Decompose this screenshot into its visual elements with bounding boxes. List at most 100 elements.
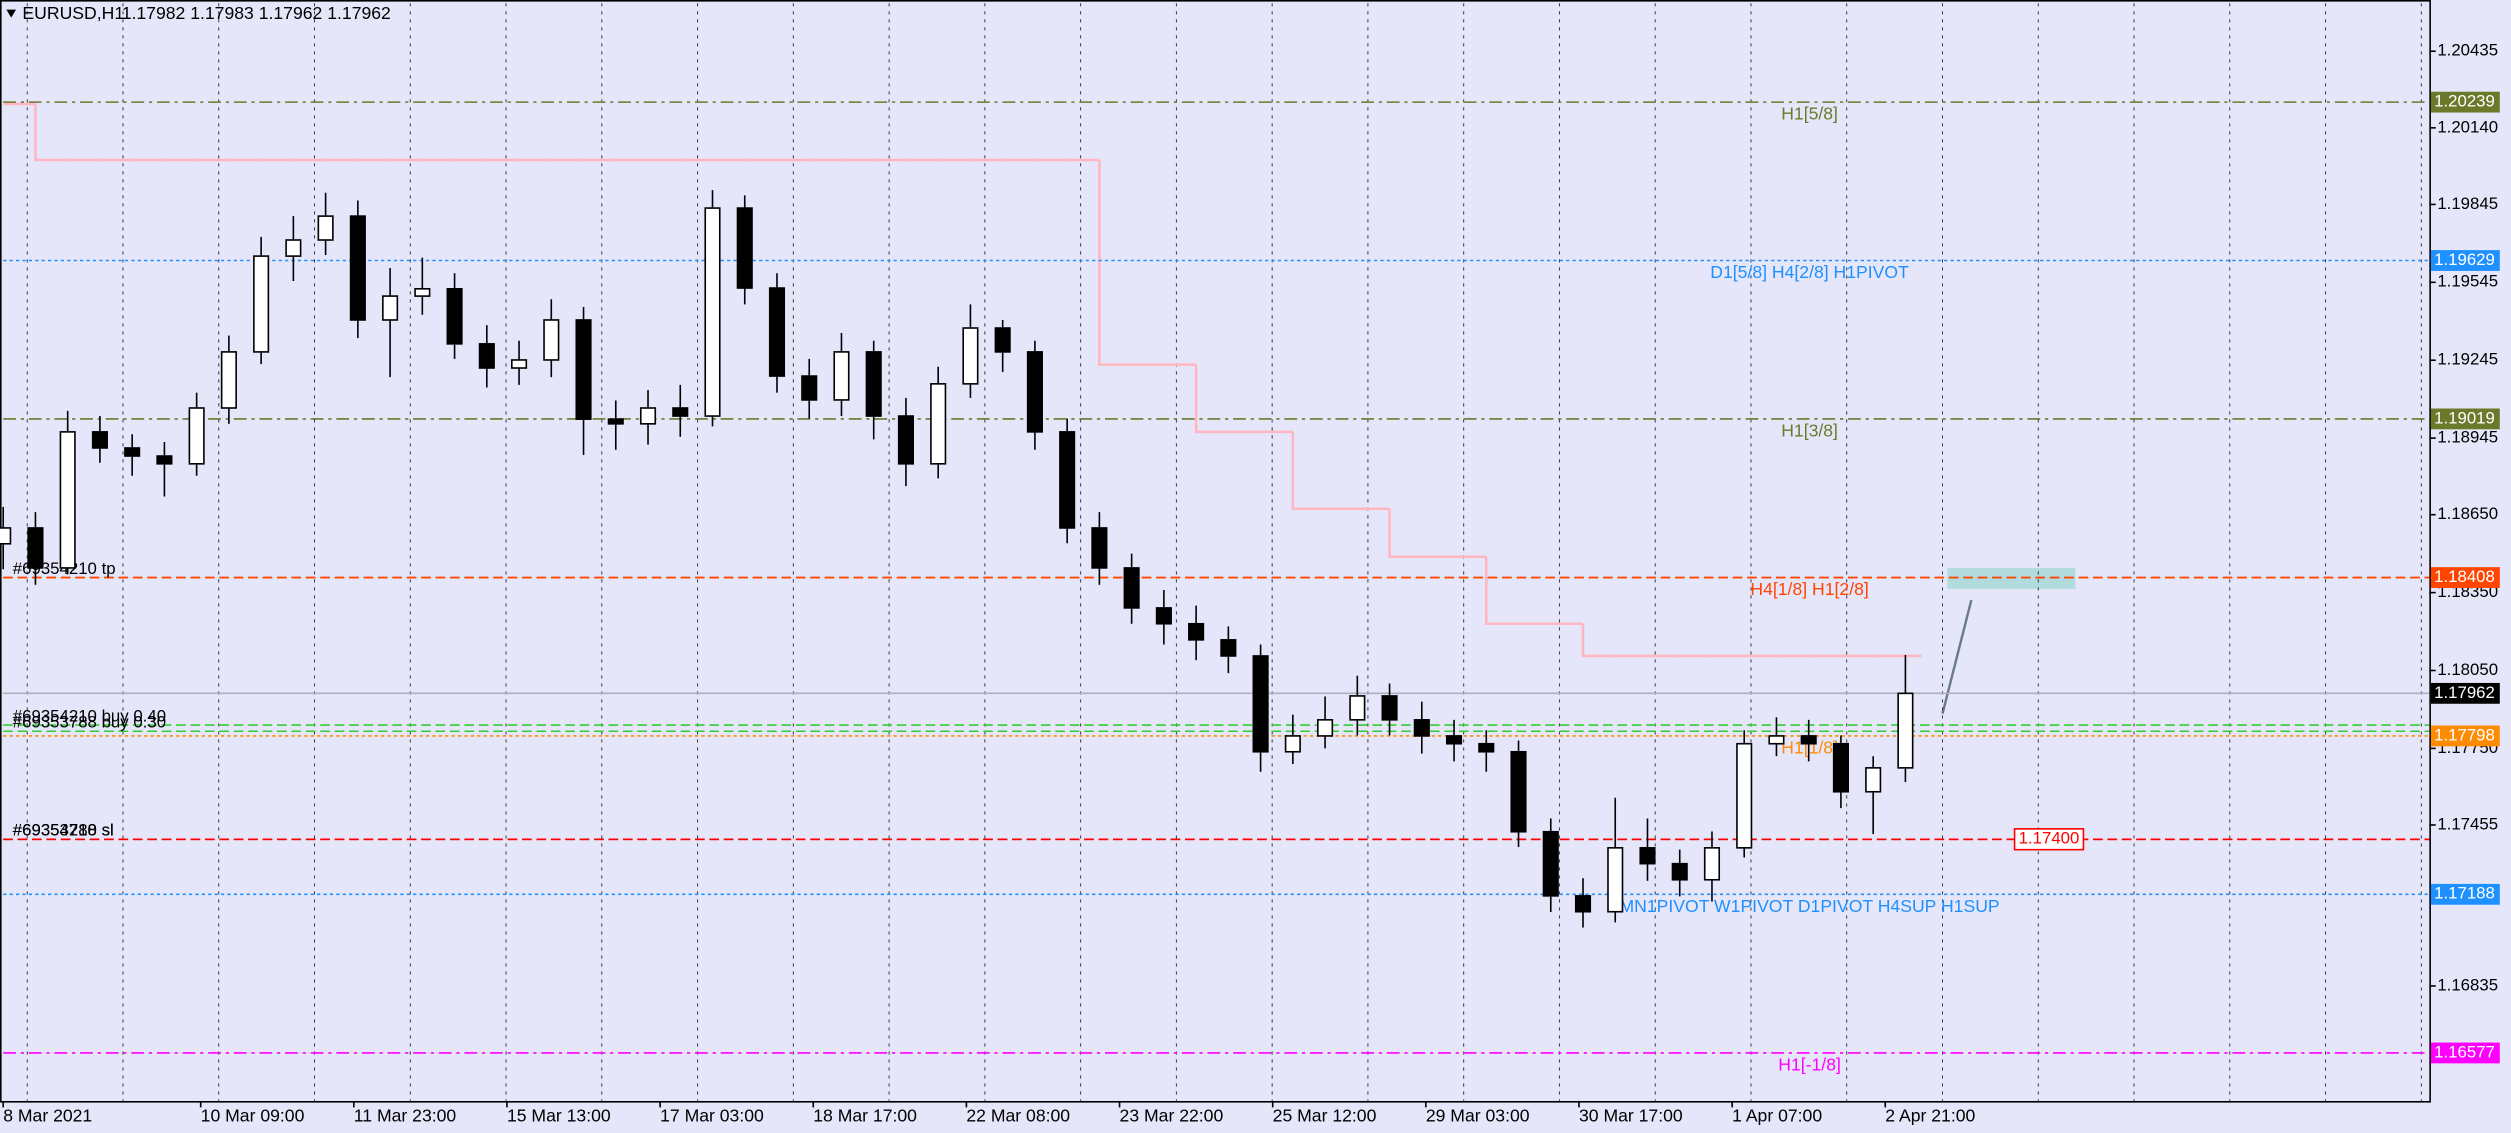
y-tick-label: 1.19245	[2437, 350, 2498, 369]
candle-body	[414, 288, 431, 297]
candle-body	[124, 447, 141, 457]
menu-arrow[interactable]	[6, 9, 17, 18]
candle-body	[478, 343, 495, 369]
candle-body	[575, 319, 592, 420]
y-tick-label: 1.20140	[2437, 117, 2498, 136]
candle-body	[0, 527, 12, 545]
candle-body	[962, 327, 979, 385]
candle-body	[672, 407, 689, 417]
candle-body	[930, 383, 947, 465]
level-box-label: 1.19019	[2434, 408, 2495, 427]
candle-body	[1865, 767, 1882, 793]
candle-body	[1671, 862, 1688, 881]
candle-body	[27, 527, 44, 569]
candle-body	[446, 288, 463, 345]
candle-body	[285, 239, 302, 257]
y-tick-label: 1.16835	[2437, 975, 2498, 994]
order-label: #69353788 sl	[13, 821, 114, 840]
stop-box-label: 1.17400	[2019, 829, 2080, 848]
level-text: H1[-1/8]	[1778, 1054, 1841, 1074]
candle-body	[349, 215, 366, 321]
x-tick-label: 22 Mar 08:00	[966, 1106, 1070, 1126]
x-tick-label: 15 Mar 13:00	[507, 1106, 611, 1126]
level-text: H4[1/8] H1[2/8]	[1750, 579, 1868, 599]
candle-body	[1832, 742, 1849, 793]
x-tick-label: 8 Mar 2021	[3, 1106, 92, 1126]
level-box	[2430, 883, 2500, 905]
candle-body	[801, 375, 818, 401]
overlay-step	[1388, 508, 1422, 559]
y-tick-label: 1.18050	[2437, 660, 2498, 679]
overlay-step	[1581, 623, 1616, 658]
overlay-step	[34, 103, 68, 162]
current-price-box	[2430, 682, 2500, 704]
plot-border	[0, 0, 2431, 1103]
candle-body	[1607, 847, 1624, 913]
candle-body	[1639, 847, 1656, 865]
candle-body	[1059, 431, 1076, 529]
y-tick-label: 1.19545	[2437, 272, 2498, 291]
candle-body	[833, 351, 850, 401]
x-tick-label: 17 Mar 03:00	[660, 1106, 764, 1126]
y-tick-label: 1.20435	[2437, 41, 2498, 60]
candle-body	[91, 431, 108, 449]
level-box	[2430, 91, 2500, 113]
level-text: H1[3/8]	[1781, 420, 1838, 440]
candle-body	[188, 407, 205, 465]
drawn-rectangle[interactable]	[1947, 568, 2076, 589]
x-tick-label: 18 Mar 17:00	[813, 1106, 917, 1126]
candle-body	[1252, 655, 1269, 753]
candle-body	[1349, 695, 1366, 721]
candle-body	[1381, 695, 1398, 721]
candle-body	[511, 359, 528, 369]
candle-body	[607, 418, 624, 425]
candle-body	[897, 415, 915, 465]
level-box-label: 1.19629	[2434, 250, 2495, 269]
candle-body	[1317, 719, 1334, 737]
candle-body	[1123, 567, 1140, 609]
candle-body	[639, 407, 657, 425]
order-label: #69354210 buy 0.40	[13, 706, 166, 725]
level-box-label: 1.16577	[2434, 1042, 2495, 1061]
candle-body	[1542, 830, 1559, 897]
level-box-label: 1.17798	[2434, 725, 2495, 744]
candle-body	[382, 295, 399, 321]
candle-body	[1703, 847, 1721, 881]
overlay-step	[1098, 160, 1132, 366]
current-price-box-label: 1.17962	[2434, 683, 2495, 702]
level-box-label: 1.17188	[2434, 884, 2495, 903]
x-tick-label: 25 Mar 12:00	[1273, 1106, 1377, 1126]
overlay-step	[1194, 364, 1229, 434]
candle-body	[156, 455, 173, 465]
y-tick-label: 1.18945	[2437, 428, 2498, 447]
x-tick-label: 10 Mar 09:00	[201, 1106, 305, 1126]
overlay-step	[1291, 431, 1326, 511]
ohlc-text: 1.17982 1.17983 1.17962 1.17962	[122, 3, 391, 23]
candle-body	[1574, 895, 1592, 913]
level-text: D1[5/8] H4[2/8] H1PIVOT	[1710, 262, 1909, 282]
level-text: H1[1/8]	[1781, 737, 1838, 757]
level-text: MN1PIVOT W1PIVOT D1PIVOT H4SUP H1SUP	[1620, 896, 2000, 916]
y-tick-label: 1.19845	[2437, 194, 2498, 213]
candle-body	[317, 215, 334, 241]
candle-body	[1091, 527, 1108, 569]
chart-title: EURUSD,H1	[22, 3, 124, 23]
candle-body	[1510, 750, 1527, 833]
candle-body	[1800, 735, 1817, 745]
candle-body	[1284, 735, 1301, 753]
drawn-trendline[interactable]	[1941, 599, 1973, 715]
level-box	[2430, 250, 2500, 271]
candle-body	[736, 207, 753, 289]
x-tick-label: 1 Apr 07:00	[1732, 1106, 1822, 1126]
candle-body	[1736, 742, 1753, 849]
y-tick-label: 1.17455	[2437, 814, 2498, 833]
x-tick-label: 11 Mar 23:00	[354, 1106, 457, 1126]
candle-body	[1897, 692, 1914, 769]
candle-body	[1478, 742, 1495, 753]
overlay-step	[1485, 556, 1519, 626]
candle-body	[1155, 607, 1172, 625]
candle-body	[704, 207, 721, 417]
